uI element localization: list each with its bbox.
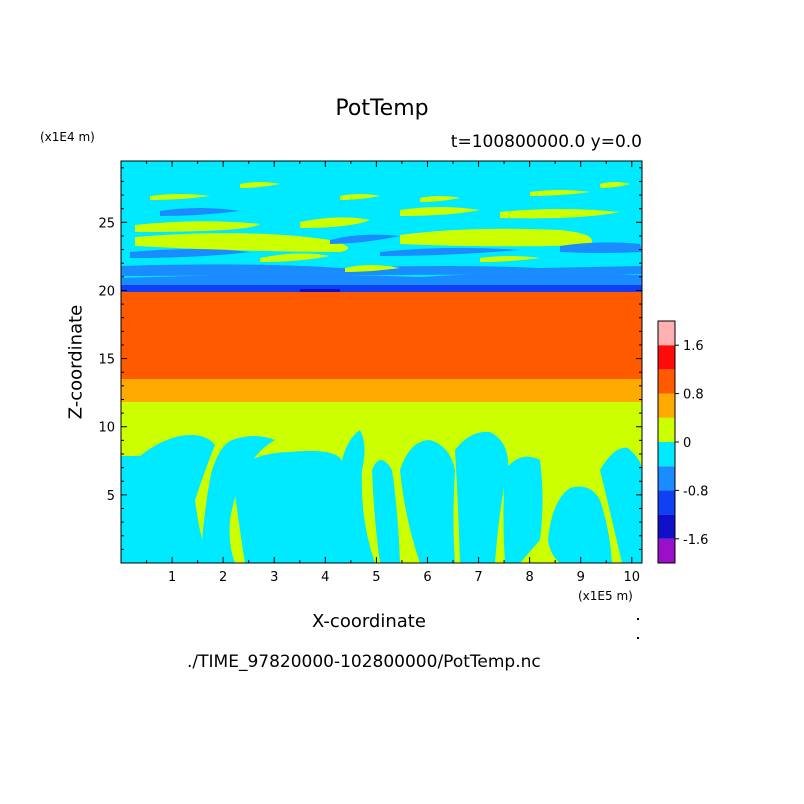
colorbar-segment [658, 369, 675, 394]
cyan-plume [170, 480, 180, 500]
colorbar-segment [658, 345, 675, 370]
wave-band [240, 182, 280, 188]
y-axis-unit: (x1E4 m) [40, 130, 95, 144]
colorbar-segment [658, 514, 675, 539]
cyan-plume [503, 456, 543, 563]
wave-band [160, 208, 240, 216]
x-tick-label: 10 [624, 570, 641, 585]
x-tick-label: 8 [525, 570, 533, 585]
wave-band [150, 194, 210, 200]
y-tick-label: 15 [98, 353, 115, 368]
x-tick-label: 2 [219, 570, 227, 585]
wave-band [480, 256, 540, 262]
colorbar-tick-label: 0 [683, 436, 691, 451]
wave-band [600, 182, 630, 188]
wave-band [260, 253, 330, 262]
y-tick-label: 25 [98, 216, 115, 231]
y-tick-label: 5 [107, 489, 115, 504]
colorbar-segment [658, 538, 675, 563]
wave-band [400, 207, 480, 216]
y-tick-label: 10 [98, 421, 115, 436]
x-tick-label: 5 [372, 570, 380, 585]
x-tick-label: 9 [577, 570, 585, 585]
wave-band [340, 194, 380, 200]
x-axis-label: X-coordinate [312, 611, 426, 632]
blue-band [121, 272, 642, 285]
cyan-plume [455, 431, 509, 563]
wave-band [300, 217, 370, 228]
axes: 1 2 3 4 5 6 7 8 9 10 5 10 15 20 25 [98, 161, 642, 585]
red-orange-layer [121, 287, 642, 380]
cyan-plume [232, 450, 350, 563]
colorbar-segment [658, 393, 675, 418]
x-tick-label: 3 [270, 570, 278, 585]
x-tick-label: 4 [321, 570, 329, 585]
stray-marks [637, 618, 639, 639]
colorbar-segment [658, 442, 675, 467]
colorbar-segment [658, 321, 675, 346]
x-tick-label: 1 [168, 570, 176, 585]
cyan-plume [600, 447, 642, 563]
wave-band [530, 190, 590, 196]
x-tick-label: 6 [423, 570, 431, 585]
x-tick-label: 7 [474, 570, 482, 585]
wave-band [400, 228, 592, 247]
colorbar-segment [658, 417, 675, 442]
colorbar-tick-label: 1.6 [683, 339, 704, 354]
colorbar-segment [658, 490, 675, 515]
cyan-plume [400, 440, 455, 563]
x-axis-unit: (x1E5 m) [578, 589, 633, 603]
chart-subtitle: t=100800000.0 y=0.0 [450, 132, 642, 152]
wave-band [420, 196, 460, 202]
wave-band [380, 247, 520, 256]
plot-frame [120, 160, 643, 564]
wave-band [130, 249, 250, 258]
wave-band [330, 234, 400, 244]
colorbar: 1.6 0.8 0 -0.8 -1.6 [657, 320, 708, 564]
colorbar-segment [658, 466, 675, 491]
orange-layer-wave [121, 381, 642, 402]
contour-field [121, 161, 642, 563]
cyan-plume [340, 430, 375, 563]
dark-blue-streak [300, 289, 340, 292]
wave-band [560, 242, 642, 253]
colorbar-tick-label: -0.8 [683, 484, 708, 499]
file-path-label: ./TIME_97820000-102800000/PotTemp.nc [187, 652, 541, 672]
blue-band [121, 264, 642, 276]
wave-band [500, 209, 620, 219]
wave-band [135, 221, 260, 232]
chart-title: PotTemp [335, 96, 429, 121]
wave-band [135, 233, 348, 252]
colorbar-tick-label: -1.6 [683, 533, 708, 548]
wave-band [345, 265, 400, 272]
cyan-plume [372, 460, 400, 563]
blue-band [121, 282, 642, 292]
colorbar-tick-label: 0.8 [683, 388, 704, 403]
cyan-plume [548, 486, 612, 563]
cyan-plume [200, 436, 275, 563]
y-tick-label: 20 [98, 284, 115, 299]
